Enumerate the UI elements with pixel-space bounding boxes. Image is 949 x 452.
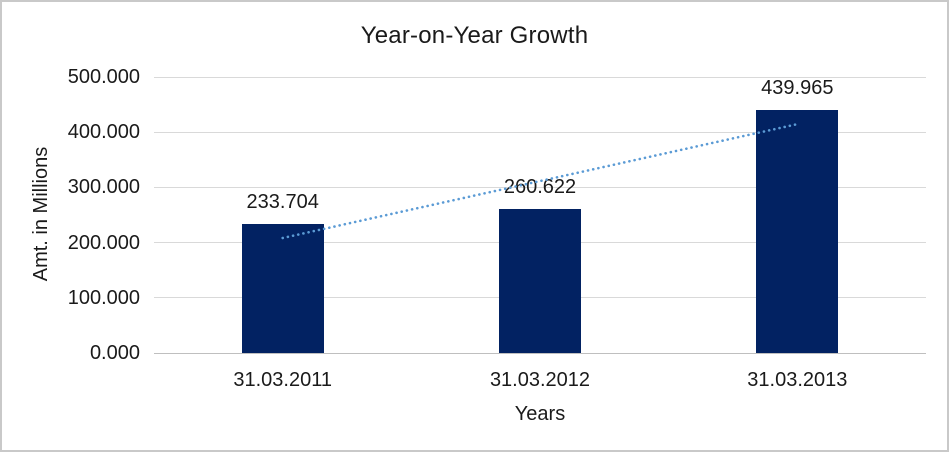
bar (241, 223, 324, 353)
gridline (154, 131, 926, 133)
trendline (281, 122, 799, 240)
x-axis-title: Years (514, 403, 566, 425)
trendline-layer (281, 122, 799, 240)
y-axis-title: Amt. in Millions (30, 146, 52, 282)
chart-title: Year-on-Year Growth (360, 22, 589, 49)
x-tick-label: 31.03.2011 (233, 369, 332, 391)
gridline (154, 186, 926, 188)
bar (756, 110, 839, 353)
y-tick-label: 200.000 (67, 231, 140, 254)
y-tick-label: 100.000 (67, 286, 140, 309)
bar-data-label: 233.704 (246, 190, 319, 213)
plot-area: 0.000 100.000 200.000 300.000 400.000 500.000… (68, 67, 926, 390)
y-tick-label: 400.000 (67, 121, 140, 144)
x-tick-label: 31.03.2012 (489, 369, 591, 391)
x-tick-label: 31.03.2013 (747, 369, 848, 391)
x-axis-line (154, 352, 926, 354)
bar-data-label: 439.965 (761, 77, 834, 100)
y-tick-label: 500.000 (67, 66, 140, 88)
bar-data-label: 260.622 (503, 176, 577, 199)
y-tick-label: 300.000 (67, 176, 140, 199)
bar (499, 209, 581, 353)
gridline (154, 76, 926, 78)
y-tick-label: 0.000 (89, 342, 140, 364)
